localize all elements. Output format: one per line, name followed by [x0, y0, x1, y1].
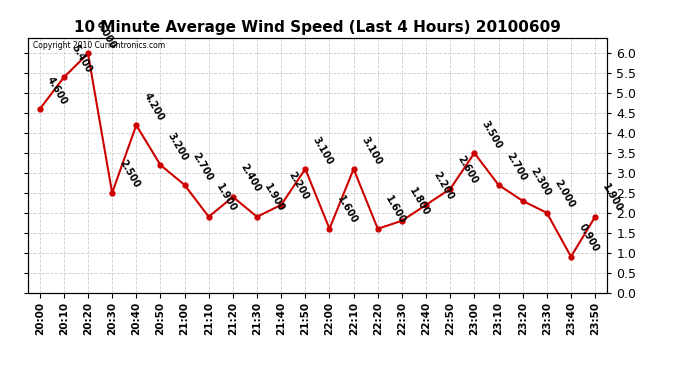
- Text: 4.200: 4.200: [142, 91, 166, 122]
- Text: 1.600: 1.600: [384, 194, 407, 226]
- Text: 2.400: 2.400: [239, 162, 262, 194]
- Text: 3.200: 3.200: [166, 130, 190, 162]
- Text: 4.600: 4.600: [46, 75, 69, 106]
- Text: 3.100: 3.100: [311, 135, 335, 166]
- Text: 2.600: 2.600: [456, 154, 480, 186]
- Text: 2.200: 2.200: [287, 170, 310, 202]
- Text: 0.900: 0.900: [577, 222, 600, 254]
- Text: 2.700: 2.700: [190, 150, 214, 182]
- Text: 5.400: 5.400: [70, 43, 93, 75]
- Text: 1.600: 1.600: [335, 194, 359, 226]
- Text: 6.000: 6.000: [94, 19, 117, 51]
- Text: 1.900: 1.900: [601, 182, 624, 214]
- Text: 1.800: 1.800: [408, 186, 431, 218]
- Text: 1.900: 1.900: [215, 182, 238, 214]
- Text: 2.700: 2.700: [504, 150, 528, 182]
- Text: 2.500: 2.500: [118, 159, 141, 190]
- Text: Copyright 2010 Currentronics.com: Copyright 2010 Currentronics.com: [33, 41, 166, 50]
- Text: 2.300: 2.300: [529, 166, 552, 198]
- Text: 2.200: 2.200: [432, 170, 455, 202]
- Text: 3.100: 3.100: [359, 135, 383, 166]
- Text: 1.900: 1.900: [263, 182, 286, 214]
- Text: 3.500: 3.500: [480, 118, 504, 150]
- Text: 2.000: 2.000: [553, 178, 576, 210]
- Title: 10 Minute Average Wind Speed (Last 4 Hours) 20100609: 10 Minute Average Wind Speed (Last 4 Hou…: [74, 20, 561, 35]
